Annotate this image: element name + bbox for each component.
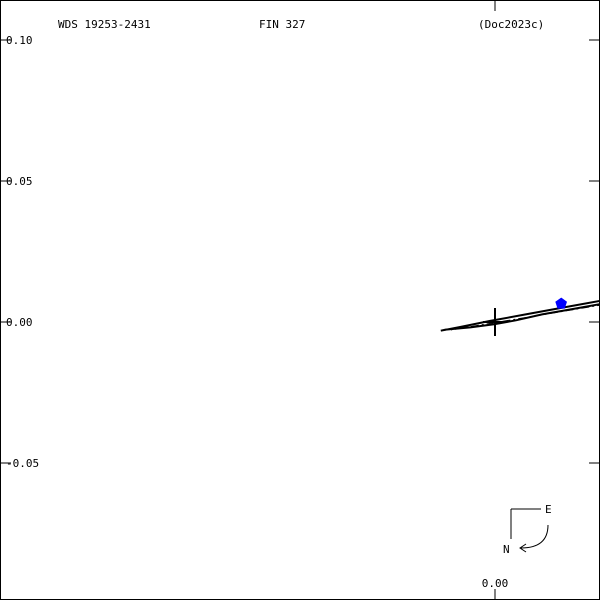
y-tick-label: 0.05	[6, 175, 33, 188]
observations-layer	[555, 297, 567, 309]
header-center: FIN 327	[259, 18, 305, 31]
compass-arrowhead-icon	[519, 543, 527, 553]
orbit-layer	[440, 299, 600, 336]
x-tick-label: 0.00	[482, 577, 509, 590]
compass: E N	[503, 503, 552, 556]
orbit-ellipse	[440, 299, 600, 332]
header-left: WDS 19253-2431	[58, 18, 151, 31]
y-tick-label: 0.10	[6, 34, 33, 47]
observation-marker-filled	[555, 297, 567, 309]
y-tick-label: 0.00	[6, 316, 33, 329]
compass-east-label: E	[545, 503, 552, 516]
primary-star-marker	[483, 308, 507, 336]
y-tick-label: -0.05	[6, 457, 39, 470]
compass-rotation-arrow	[520, 524, 549, 549]
compass-north-label: N	[503, 543, 510, 556]
header-right: (Doc2023c)	[478, 18, 544, 31]
